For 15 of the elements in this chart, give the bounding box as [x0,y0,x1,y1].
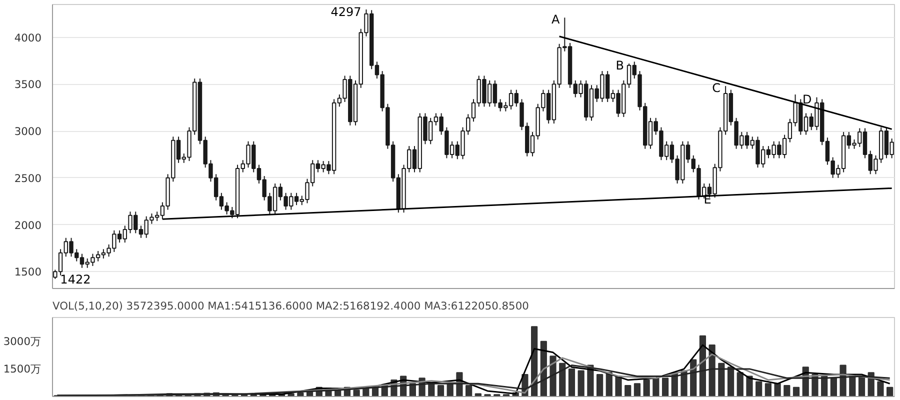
y-tick-label: 2500 [14,172,42,185]
text: A [551,12,560,27]
chart-title: VOL(5,10,20) 3572395.0000 MA1:5415136.6000 MA2:5168192.4000 MA3:6122050.8500 [52,300,530,312]
y-tick-label: 2000 [14,218,42,232]
y-tick-label: 4000 [14,31,42,44]
y-tick-label: 3000万 [3,334,42,348]
y-tick-label: 3500 [14,78,42,92]
y-tick-label: 3000 [14,125,42,138]
text: B [616,58,624,73]
y-tick-label: 1500 [14,266,42,279]
text: 1422 [60,272,91,286]
y-tick-label: 1500万 [3,362,42,376]
text: C [712,81,721,96]
text: 4297 [330,4,362,19]
text: D [802,92,812,106]
